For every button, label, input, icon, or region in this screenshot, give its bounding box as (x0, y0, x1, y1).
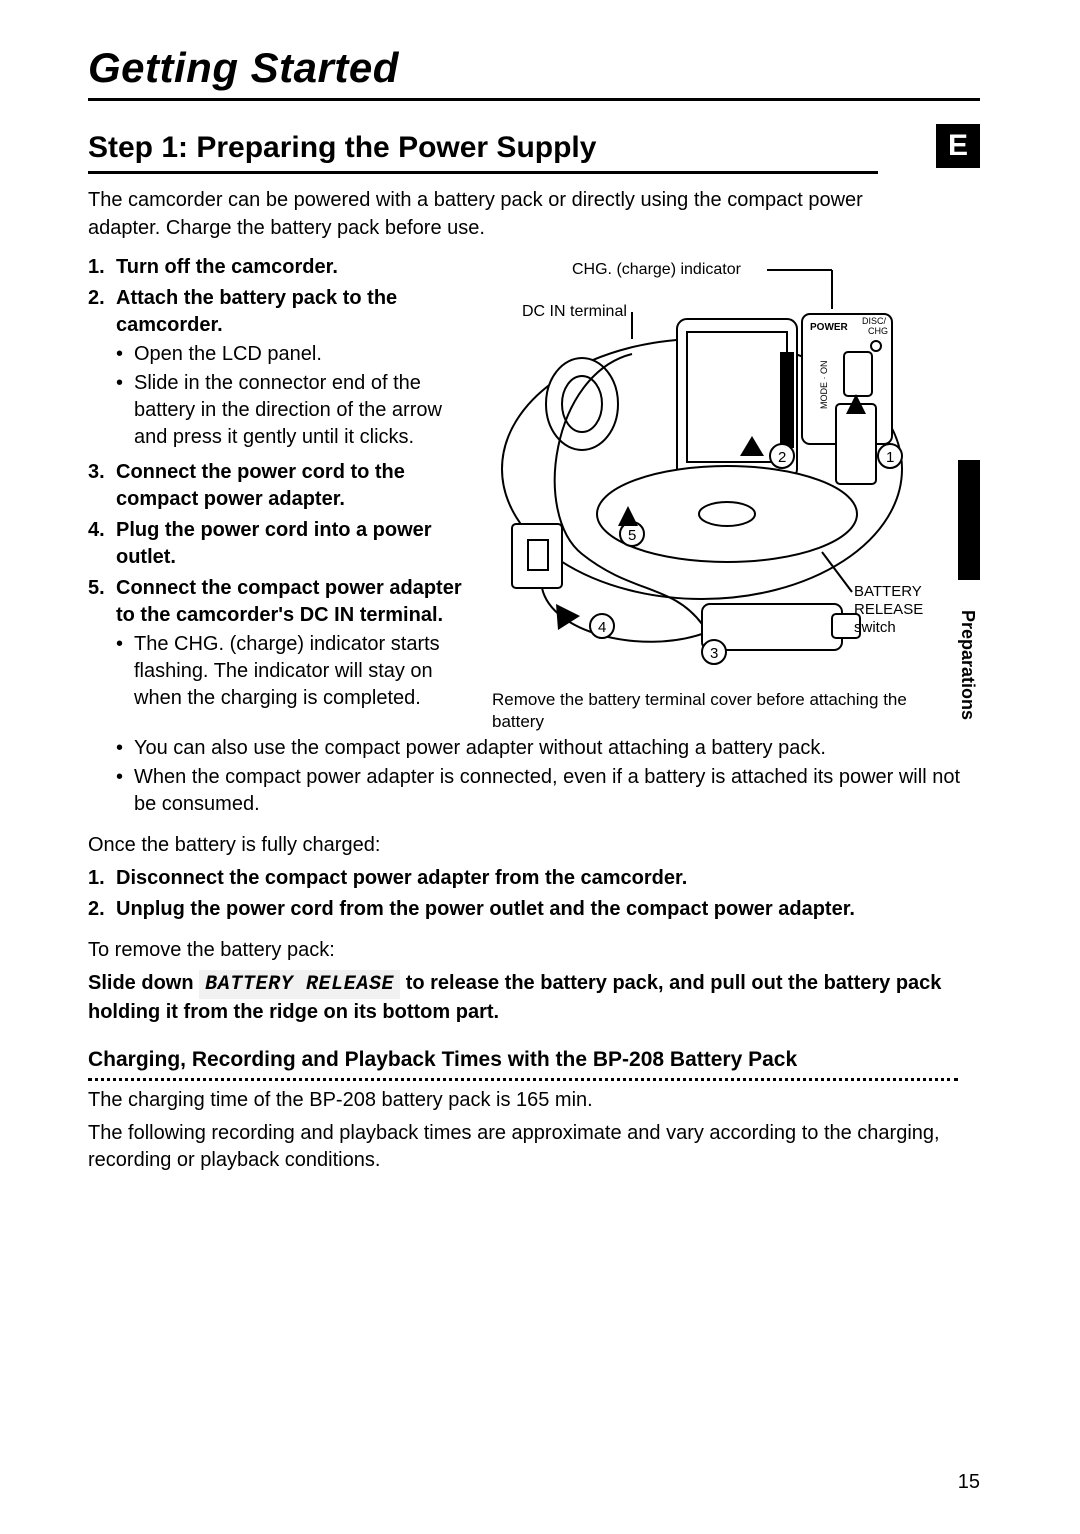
callout-3: 3 (710, 645, 718, 662)
instructions-column: Turn off the camcorder. Attach the batte… (88, 254, 468, 733)
step-2-sub-2: Slide in the connector end of the batter… (116, 370, 468, 451)
diagram-label-battrel-1: BATTERY (854, 583, 922, 600)
section-title: Getting Started (88, 44, 980, 101)
diagram-label-battrel-3: switch (854, 619, 896, 636)
callout-2: 2 (778, 449, 786, 466)
step-2-sublist: Open the LCD panel. Slide in the connect… (116, 341, 468, 451)
diagram-label-disc-chg: DISC/ (862, 316, 887, 326)
fully-charged-list: Disconnect the compact power adapter fro… (88, 865, 958, 923)
step-1: Turn off the camcorder. (88, 254, 468, 281)
step-5-sublist: The CHG. (charge) indicator starts flash… (116, 631, 468, 712)
callout-1: 1 (886, 449, 894, 466)
step-2-label: Attach the battery pack to the camcorder… (116, 287, 397, 336)
intro-paragraph: The camcorder can be powered with a batt… (88, 186, 928, 242)
page-number: 15 (958, 1471, 980, 1494)
remove-lead: Slide down (88, 972, 199, 994)
two-column-layout: Turn off the camcorder. Attach the batte… (88, 254, 980, 733)
step-4-label: Plug the power cord into a power outlet. (116, 519, 432, 568)
svg-text:CHG: CHG (868, 326, 888, 336)
diagram-label-mode: MODE · ON (819, 361, 829, 410)
diagram-label-power: POWER (810, 322, 849, 333)
fully-charged-intro: Once the battery is fully charged: (88, 832, 980, 859)
charging-times-heading: Charging, Recording and Playback Times w… (88, 1048, 958, 1081)
diagram-label-dcin: DC IN terminal (522, 303, 627, 320)
step-5-sub-1: The CHG. (charge) indicator starts flash… (116, 631, 468, 712)
manual-page: E Preparations Getting Started Step 1: P… (0, 0, 1080, 1534)
diagram-column: CHG. (charge) indicator DC IN terminal (492, 254, 932, 733)
remove-battery-instruction: Slide down BATTERY RELEASE to release th… (88, 970, 958, 1026)
step-5-sublist-wide: You can also use the compact power adapt… (116, 735, 966, 818)
instruction-list: Turn off the camcorder. Attach the batte… (88, 254, 468, 712)
remove-battery-intro: To remove the battery pack: (88, 937, 980, 964)
step-2-sub-1: Open the LCD panel. (116, 341, 468, 368)
section-position-marker (958, 460, 980, 580)
charging-times-p1: The charging time of the BP-208 battery … (88, 1087, 980, 1114)
language-badge: E (936, 124, 980, 168)
charged-step-2: Unplug the power cord from the power out… (88, 896, 958, 923)
step-5-label: Connect the compact power adapter to the… (116, 577, 462, 626)
step-5-sub-3: When the compact power adapter is connec… (116, 764, 966, 818)
step-2: Attach the battery pack to the camcorder… (88, 285, 468, 451)
charged-step-1: Disconnect the compact power adapter fro… (88, 865, 958, 892)
callout-4: 4 (598, 619, 606, 636)
diagram-label-chg: CHG. (charge) indicator (572, 261, 742, 278)
step-3-label: Connect the power cord to the compact po… (116, 461, 405, 510)
step-5-sub-2: You can also use the compact power adapt… (116, 735, 966, 762)
step-5: Connect the compact power adapter to the… (88, 575, 468, 712)
camcorder-diagram: CHG. (charge) indicator DC IN terminal (492, 254, 932, 684)
side-label-preparations: Preparations (957, 610, 978, 720)
step-3: Connect the power cord to the compact po… (88, 459, 468, 513)
callout-5: 5 (628, 527, 636, 544)
charging-times-p2: The following recording and playback tim… (88, 1120, 958, 1174)
diagram-label-battrel-2: RELEASE (854, 601, 923, 618)
battery-release-chip: BATTERY RELEASE (199, 970, 400, 999)
step-4: Plug the power cord into a power outlet. (88, 517, 468, 571)
step-title: Step 1: Preparing the Power Supply (88, 131, 878, 174)
diagram-caption: Remove the battery terminal cover before… (492, 689, 932, 733)
step-1-label: Turn off the camcorder. (116, 256, 338, 278)
